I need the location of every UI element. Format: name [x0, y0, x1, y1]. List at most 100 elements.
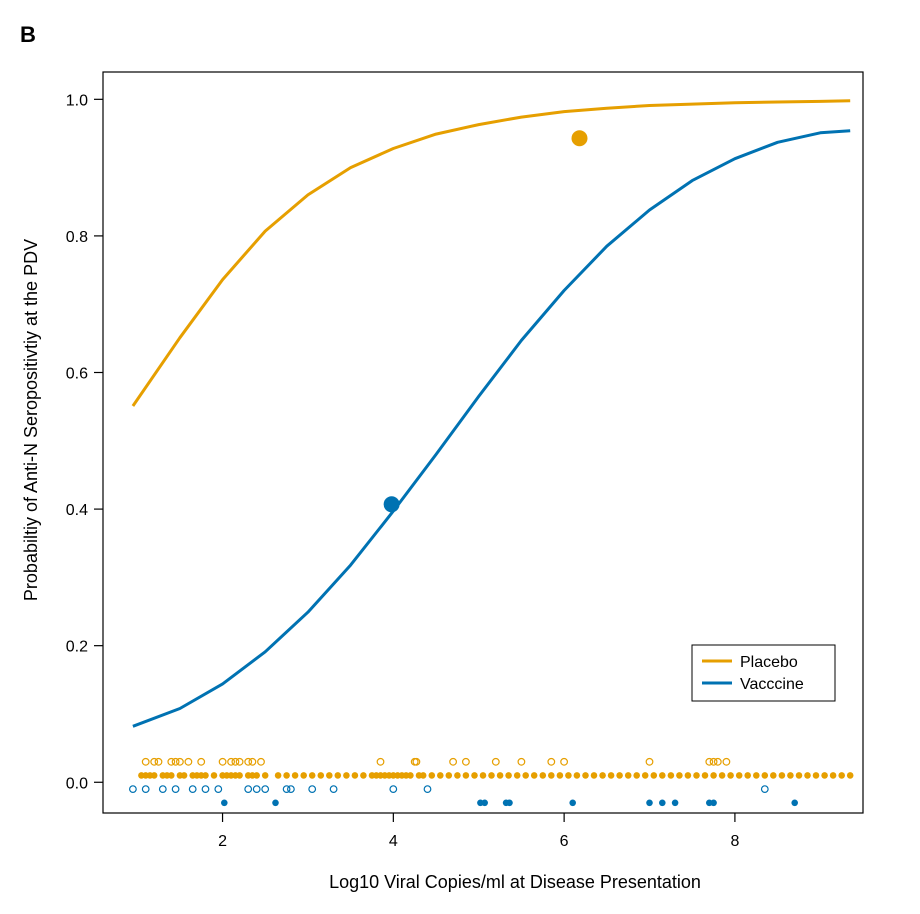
rug-placebo-positive-point-8 — [180, 772, 188, 779]
rug-vaccine-positive-point-3 — [481, 799, 489, 807]
y-tick-label-2: 0.4 — [66, 502, 88, 519]
y-tick-label-1: 0.2 — [66, 639, 88, 656]
rug-placebo-positive-point-33 — [360, 772, 367, 779]
curve-layer — [131, 99, 851, 728]
rug-placebo-negative-point-17 — [412, 757, 421, 766]
rug-placebo-positive-point-59 — [539, 772, 547, 779]
rug-placebo-negative-point-4 — [171, 757, 180, 766]
rug-layer — [128, 757, 854, 807]
rug-vaccine-negative-point-5 — [201, 785, 210, 793]
rug-placebo-negative-point-3 — [167, 757, 176, 766]
rug-placebo-negative-point-13 — [248, 757, 257, 766]
rug-vaccine-negative-point-2 — [158, 785, 167, 793]
rug-placebo-positive-point-49 — [454, 772, 461, 779]
y-axis: 0.0 0.2 0.4 0.6 0.8 1.0 — [66, 92, 103, 792]
x-axis: 2 4 6 8 — [218, 813, 739, 850]
rug-placebo-positive-point-28 — [317, 772, 325, 779]
y-tick-label-0: 0.0 — [66, 775, 88, 792]
rug-placebo-positive-point-25 — [291, 772, 299, 779]
rug-placebo-negative-point-5 — [175, 757, 184, 766]
rug-placebo-positive-point-79 — [710, 772, 717, 779]
rug-placebo-positive-point-71 — [641, 772, 649, 779]
rug-placebo-positive-point-76 — [684, 772, 692, 779]
rug-placebo-negative-point-22 — [547, 757, 556, 766]
rug-vaccine-negative-point-0 — [128, 785, 137, 793]
rug-vaccine-negative-point-8 — [252, 785, 261, 793]
rug-placebo-positive-point-93 — [829, 772, 837, 779]
rug-placebo-negative-point-11 — [235, 757, 244, 766]
rug-vaccine-positive-point-11 — [710, 799, 717, 807]
rug-placebo-positive-point-57 — [522, 772, 529, 779]
rug-placebo-positive-point-62 — [565, 772, 572, 779]
rug-vaccine-negative-point-11 — [287, 785, 295, 793]
rug-placebo-positive-point-12 — [202, 772, 209, 779]
rug-placebo-positive-point-65 — [590, 772, 598, 779]
y-tick-label-4: 0.8 — [66, 229, 88, 246]
rug-vaccine-negative-point-6 — [214, 785, 223, 793]
rug-placebo-positive-point-80 — [718, 772, 726, 779]
rug-placebo-positive-point-86 — [770, 772, 777, 779]
rug-placebo-negative-point-7 — [197, 757, 206, 766]
rug-placebo-positive-point-74 — [667, 772, 675, 779]
y-axis-title: Probabiltiy of Anti-N Seropositivtiy at … — [21, 239, 41, 601]
rug-placebo-positive-point-75 — [676, 772, 683, 779]
rug-vaccine-positive-point-9 — [671, 799, 679, 807]
x-tick-label-2: 6 — [560, 833, 569, 850]
rug-placebo-positive-point-47 — [437, 772, 444, 779]
rug-placebo-negative-point-1 — [150, 757, 159, 766]
rug-placebo-negative-point-27 — [713, 757, 722, 766]
rug-placebo-positive-point-70 — [633, 772, 640, 779]
y-tick-label-5: 1.0 — [66, 92, 88, 109]
rug-placebo-positive-point-22 — [261, 772, 269, 779]
rug-vaccine-negative-point-4 — [188, 785, 197, 793]
legend-label-placebo: Placebo — [740, 654, 798, 671]
rug-vaccine-negative-point-9 — [261, 785, 270, 793]
rug-placebo-positive-point-84 — [753, 772, 760, 779]
rug-placebo-positive-point-24 — [283, 772, 290, 779]
rug-placebo-negative-point-18 — [449, 757, 458, 766]
rug-placebo-positive-point-68 — [616, 772, 623, 779]
rug-placebo-negative-point-0 — [141, 757, 150, 766]
rug-placebo-positive-point-29 — [326, 772, 333, 779]
rug-placebo-negative-point-28 — [722, 757, 731, 766]
rug-vaccine-positive-point-5 — [506, 799, 513, 807]
rug-placebo-positive-point-53 — [488, 772, 495, 779]
summary-point-placebo — [571, 130, 588, 147]
rug-placebo-positive-point-23 — [274, 772, 282, 779]
legend-box — [691, 644, 836, 702]
rug-placebo-positive-point-31 — [343, 772, 350, 779]
legend-label-vaccine: Vacccine — [740, 676, 804, 693]
rug-placebo-positive-point-3 — [150, 772, 158, 779]
rug-placebo-positive-point-27 — [308, 772, 316, 779]
rug-vaccine-negative-point-14 — [389, 785, 398, 793]
rug-placebo-positive-point-77 — [693, 772, 700, 779]
rug-placebo-positive-point-13 — [210, 772, 218, 779]
x-axis-title: Log10 Viral Copies/ml at Disease Present… — [329, 872, 701, 892]
rug-vaccine-positive-point-12 — [791, 799, 798, 807]
rug-vaccine-negative-point-1 — [141, 785, 150, 793]
x-tick-label-3: 8 — [730, 833, 739, 850]
summary-point-vaccine — [383, 496, 400, 513]
rug-placebo-positive-point-94 — [838, 772, 845, 779]
rug-vaccine-positive-point-8 — [659, 799, 666, 807]
rug-vaccine-negative-point-16 — [760, 785, 769, 793]
y-tick-label-3: 0.6 — [66, 365, 88, 382]
rug-placebo-negative-point-24 — [645, 757, 654, 766]
rug-placebo-positive-point-21 — [253, 772, 260, 779]
rug-placebo-negative-point-8 — [218, 757, 227, 766]
rug-vaccine-negative-point-15 — [423, 785, 432, 793]
panel-label: B — [20, 22, 36, 47]
rug-placebo-positive-point-81 — [727, 772, 734, 779]
rug-vaccine-positive-point-0 — [221, 799, 228, 807]
rug-placebo-positive-point-55 — [505, 772, 512, 779]
rug-placebo-positive-point-92 — [821, 772, 828, 779]
rug-placebo-positive-point-61 — [556, 772, 564, 779]
summary-point-layer — [383, 130, 588, 513]
rug-vaccine-negative-point-3 — [171, 785, 180, 793]
rug-placebo-positive-point-89 — [795, 772, 803, 779]
rug-vaccine-negative-point-13 — [329, 785, 338, 793]
rug-placebo-negative-point-2 — [154, 757, 163, 766]
rug-placebo-positive-point-64 — [582, 772, 589, 779]
rug-placebo-positive-point-26 — [300, 772, 308, 779]
